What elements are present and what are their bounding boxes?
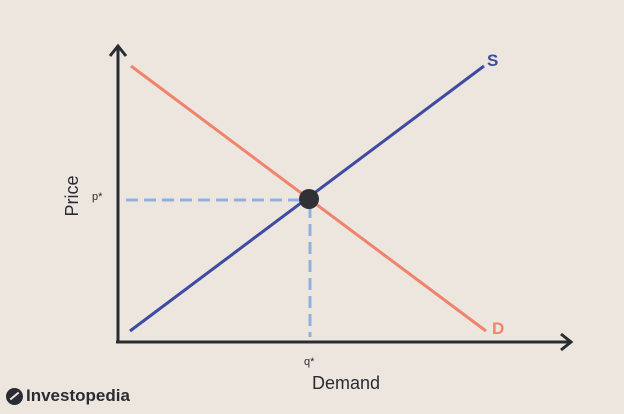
demand-label: D bbox=[492, 319, 504, 338]
price-tick-label: p* bbox=[92, 191, 103, 203]
y-axis-arrow bbox=[108, 43, 128, 57]
investopedia-logo: Investopedia bbox=[6, 386, 130, 406]
equilibrium-point bbox=[299, 189, 319, 209]
quantity-tick-label: q* bbox=[304, 356, 315, 368]
brand-name: Investopedia bbox=[26, 386, 130, 405]
y-axis-title: Price bbox=[62, 175, 82, 216]
supply-label: S bbox=[487, 51, 498, 70]
x-axis-title: Demand bbox=[312, 373, 380, 393]
investopedia-logo-icon bbox=[6, 387, 23, 405]
x-axis-arrow bbox=[560, 332, 574, 352]
